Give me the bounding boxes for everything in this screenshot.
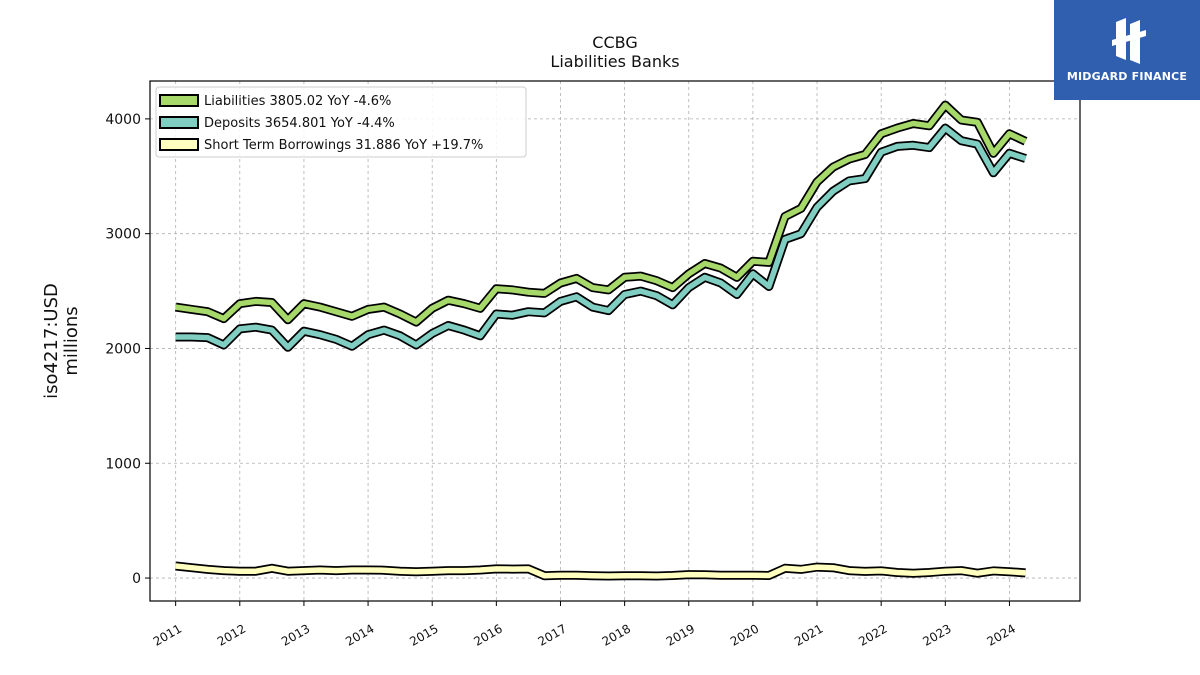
chart-title: CCBG: [592, 33, 638, 52]
x-tick-label: 2018: [600, 621, 633, 648]
logo-text: MIDGARD FINANCE: [1066, 70, 1188, 83]
y-tick-label: 2000: [105, 341, 141, 357]
x-tick-label: 2015: [407, 621, 440, 648]
series-outline-1: [175, 123, 1027, 352]
legend-swatch: [159, 94, 199, 107]
logo-mark-icon: [1112, 18, 1146, 64]
x-tick-label: 2023: [920, 621, 953, 648]
legend-label: Short Term Borrowings 31.886 YoY +19.7%: [204, 138, 483, 153]
chart-subtitle: Liabilities Banks: [550, 52, 680, 71]
y-tick-label: 0: [132, 571, 141, 587]
y-tick-label: 1000: [105, 456, 141, 472]
x-tick-label: 2024: [984, 621, 1017, 648]
x-tick-label: 2011: [151, 621, 184, 648]
y-tick-label: 3000: [105, 227, 141, 243]
plot-frame: [149, 80, 1081, 602]
legend-swatch: [159, 138, 199, 151]
x-tick-label: 2020: [728, 621, 761, 648]
y-axis-label: iso4217:USD: [41, 283, 62, 399]
legend-label: Liabilities 3805.02 YoY -4.6%: [204, 94, 391, 109]
legend-swatch: [159, 116, 199, 129]
brand-logo: MIDGARD FINANCE: [1054, 0, 1200, 100]
series-line-deposits: [175, 125, 1027, 351]
x-tick-label: 2019: [664, 621, 697, 648]
series-line-short-term-borrowings: [175, 563, 1026, 579]
x-tick-label: 2013: [279, 621, 312, 648]
x-tick-label: 2014: [343, 621, 376, 648]
y-axis-label: millions: [61, 306, 82, 375]
x-tick-label: 2022: [856, 621, 889, 648]
y-tick-label: 4000: [105, 112, 141, 128]
x-tick-label: 2012: [215, 621, 248, 648]
x-tick-label: 2021: [792, 621, 825, 648]
x-tick-label: 2017: [536, 621, 569, 648]
legend-label: Deposits 3654.801 YoY -4.4%: [204, 116, 395, 131]
x-tick-label: 2016: [471, 621, 504, 648]
series-line-liabilities: [175, 102, 1027, 325]
legend-box: [155, 86, 527, 158]
